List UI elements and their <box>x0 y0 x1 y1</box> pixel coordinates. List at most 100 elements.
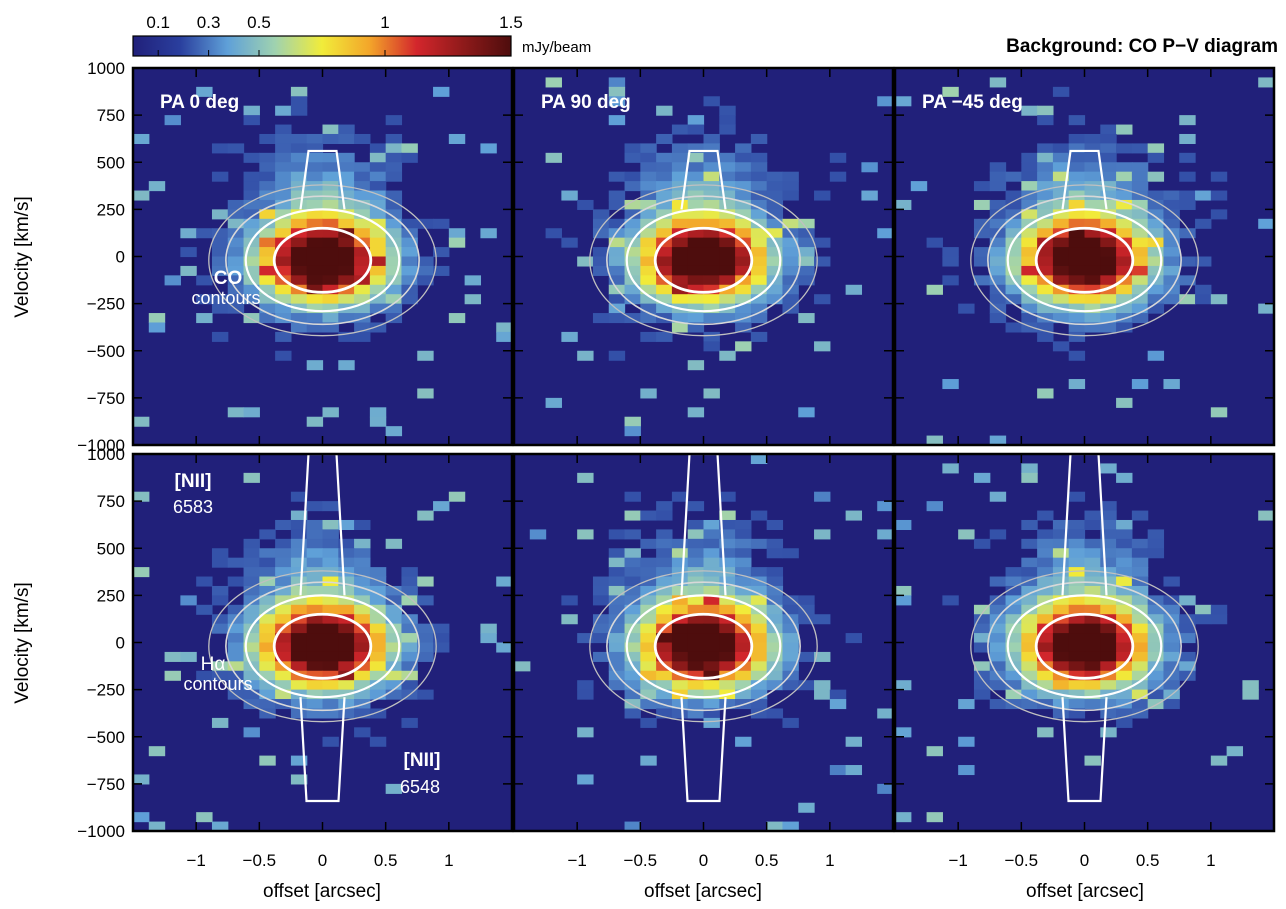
heatmap-cell <box>290 265 308 276</box>
heatmap-cell <box>1147 651 1165 662</box>
heatmap-cell <box>1021 680 1038 691</box>
heatmap-cell <box>1052 199 1070 210</box>
heatmap-cell <box>656 162 673 173</box>
heatmap-cell <box>401 680 418 691</box>
heatmap-cell <box>211 209 229 220</box>
heatmap-cell <box>989 623 1007 634</box>
heatmap-cell <box>306 519 324 530</box>
heatmap-cell <box>608 256 626 267</box>
heatmap-cell <box>1037 181 1054 192</box>
heatmap-cell <box>322 162 339 173</box>
ylabel-top: Velocity [km/s] <box>12 196 33 317</box>
heatmap-cell <box>1131 548 1149 559</box>
heatmap-cell <box>259 651 276 662</box>
heatmap-cell <box>306 595 324 606</box>
heatmap-cell <box>973 633 991 644</box>
heatmap-cell <box>671 322 689 333</box>
heatmap-cell <box>926 284 943 295</box>
heatmap-cell <box>1052 538 1070 549</box>
heatmap-cell <box>703 604 720 615</box>
heatmap-cell <box>687 680 705 691</box>
heatmap-cell <box>433 501 450 512</box>
heatmap <box>133 68 512 445</box>
heatmap-cell <box>1147 143 1165 154</box>
heatmap-cell <box>1068 209 1086 220</box>
heatmap-cell <box>369 247 387 258</box>
heatmap-cell <box>385 595 403 606</box>
heatmap-cell <box>703 699 720 710</box>
heatmap-cell <box>227 209 245 220</box>
heatmap-cell <box>671 585 689 596</box>
y-tick-label: 1000 <box>87 59 125 78</box>
heatmap-cell <box>1068 529 1086 540</box>
heatmap-cell <box>1021 171 1038 182</box>
heatmap-cell <box>592 623 610 634</box>
heatmap-cell <box>782 237 799 248</box>
heatmap-cell <box>750 623 768 634</box>
heatmap-cell <box>1131 294 1149 305</box>
heatmap-cell <box>687 322 705 333</box>
heatmap-cell <box>624 218 641 229</box>
heatmap-cell <box>592 595 610 606</box>
heatmap-cell <box>1021 623 1038 634</box>
heatmap-cell <box>1068 331 1086 342</box>
heatmap-cell <box>735 689 752 700</box>
heatmap-cell <box>782 821 799 831</box>
heatmap-cell <box>354 651 371 662</box>
heatmap-cell <box>227 642 245 653</box>
heatmap-cell <box>1052 190 1070 201</box>
heatmap-cell <box>1021 661 1038 672</box>
heatmap-cell <box>640 614 657 625</box>
heatmap-cell <box>782 171 799 182</box>
heatmap-cell <box>989 181 1007 192</box>
heatmap-cell <box>148 746 166 757</box>
heatmap-cell <box>1226 746 1244 757</box>
heatmap-cell <box>750 190 768 201</box>
heatmap-cell <box>782 680 799 691</box>
heatmap-cell <box>719 670 736 681</box>
heatmap-cell <box>417 576 434 587</box>
heatmap-cell <box>1052 661 1070 672</box>
heatmap-cell <box>1021 152 1038 163</box>
heatmap-cell <box>385 228 403 239</box>
heatmap-cell <box>624 576 641 587</box>
heatmap-cell <box>306 218 324 229</box>
heatmap-cell <box>687 651 705 662</box>
heatmap-cell <box>1005 614 1022 625</box>
heatmap-cell <box>656 510 673 521</box>
heatmap-cell <box>306 303 324 314</box>
heatmap <box>895 454 1274 831</box>
heatmap-cell <box>1210 604 1228 615</box>
heatmap-cell <box>306 501 324 512</box>
heatmap-cell <box>401 567 418 578</box>
heatmap-cell <box>227 661 245 672</box>
heatmap-cell <box>750 237 768 248</box>
heatmap-cell <box>1084 237 1101 248</box>
heatmap-cell <box>703 661 720 672</box>
heatmap-cell <box>1163 256 1180 267</box>
heatmap-cell <box>735 680 752 691</box>
heatmap-cell <box>1131 237 1149 248</box>
heatmap-cell <box>306 689 324 700</box>
heatmap-cell <box>640 642 657 653</box>
heatmap-cell <box>275 548 292 559</box>
heatmap-cell <box>766 604 784 615</box>
heatmap-cell <box>766 595 784 606</box>
heatmap-cell <box>1052 557 1070 568</box>
contour-line <box>970 184 1199 337</box>
heatmap-cell <box>640 152 657 163</box>
heatmap-cell <box>1068 152 1086 163</box>
heatmap-cell <box>989 228 1007 239</box>
heatmap-cell <box>814 491 831 502</box>
heatmap-cell <box>417 633 434 644</box>
heatmap-cell <box>750 595 768 606</box>
heatmap-cell <box>973 680 991 691</box>
heatmap-cell <box>703 585 720 596</box>
heatmap-cell <box>1195 190 1212 201</box>
heatmap-cell <box>243 614 260 625</box>
heatmap-cell <box>608 576 626 587</box>
heatmap-cell <box>496 331 512 342</box>
heatmap-cell <box>259 708 276 719</box>
heatmap-cell <box>703 689 720 700</box>
heatmap-cell <box>259 171 276 182</box>
